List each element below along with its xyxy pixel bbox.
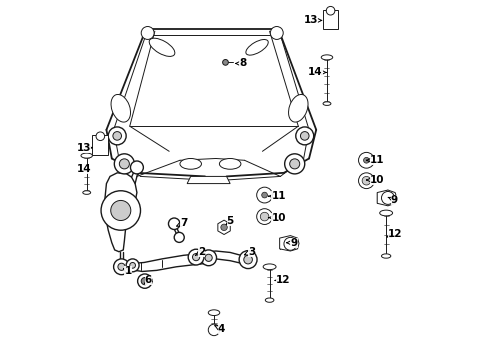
- Text: 2: 2: [195, 247, 204, 257]
- Circle shape: [260, 212, 268, 221]
- Ellipse shape: [111, 94, 130, 122]
- Text: 13: 13: [77, 143, 92, 153]
- Circle shape: [108, 127, 126, 145]
- Polygon shape: [104, 173, 137, 252]
- Ellipse shape: [180, 158, 201, 169]
- Circle shape: [168, 218, 180, 229]
- Polygon shape: [322, 10, 338, 30]
- Text: 4: 4: [214, 324, 224, 334]
- Circle shape: [96, 132, 104, 140]
- Polygon shape: [376, 190, 396, 206]
- Circle shape: [188, 249, 203, 265]
- Text: 11: 11: [268, 191, 285, 201]
- Ellipse shape: [288, 94, 307, 122]
- Circle shape: [137, 274, 152, 288]
- Ellipse shape: [82, 191, 90, 194]
- Circle shape: [222, 59, 228, 65]
- Ellipse shape: [379, 210, 392, 216]
- Text: 9: 9: [286, 238, 297, 248]
- Polygon shape: [92, 135, 108, 155]
- Text: 14: 14: [307, 67, 325, 77]
- Circle shape: [119, 159, 129, 169]
- Circle shape: [208, 324, 219, 336]
- Polygon shape: [130, 253, 210, 271]
- Circle shape: [141, 27, 154, 40]
- Circle shape: [201, 250, 216, 266]
- Circle shape: [126, 259, 139, 272]
- Circle shape: [244, 255, 252, 264]
- Circle shape: [141, 278, 148, 285]
- Text: 10: 10: [268, 213, 285, 222]
- Ellipse shape: [323, 102, 330, 105]
- Ellipse shape: [208, 310, 219, 316]
- Circle shape: [284, 154, 304, 174]
- Circle shape: [113, 132, 121, 140]
- Ellipse shape: [81, 153, 92, 158]
- Circle shape: [295, 127, 313, 145]
- Circle shape: [174, 232, 184, 242]
- Circle shape: [204, 254, 212, 261]
- Circle shape: [325, 6, 334, 15]
- Circle shape: [300, 132, 308, 140]
- Text: 12: 12: [275, 275, 289, 285]
- Ellipse shape: [321, 55, 332, 60]
- Text: 11: 11: [366, 155, 384, 165]
- Circle shape: [289, 159, 299, 169]
- Polygon shape: [187, 176, 230, 184]
- Ellipse shape: [149, 38, 175, 57]
- Circle shape: [113, 259, 129, 275]
- Ellipse shape: [263, 264, 276, 270]
- Ellipse shape: [265, 298, 273, 302]
- Circle shape: [381, 192, 394, 204]
- Circle shape: [284, 237, 296, 250]
- Circle shape: [363, 157, 368, 163]
- Circle shape: [192, 253, 199, 261]
- Circle shape: [129, 262, 135, 268]
- Circle shape: [358, 152, 373, 168]
- Text: 7: 7: [176, 218, 187, 228]
- Text: 9: 9: [387, 195, 397, 205]
- Text: 1: 1: [123, 266, 131, 276]
- Text: 10: 10: [366, 175, 384, 185]
- Text: 6: 6: [144, 275, 152, 285]
- Circle shape: [358, 173, 373, 189]
- Circle shape: [270, 27, 283, 40]
- Circle shape: [362, 176, 370, 185]
- Ellipse shape: [245, 40, 268, 55]
- Text: 12: 12: [386, 229, 402, 239]
- Circle shape: [130, 161, 143, 174]
- Text: 13: 13: [303, 15, 321, 26]
- Text: 8: 8: [235, 58, 246, 68]
- Polygon shape: [194, 251, 249, 264]
- Circle shape: [239, 251, 257, 269]
- Circle shape: [101, 191, 140, 230]
- Circle shape: [110, 201, 131, 221]
- Ellipse shape: [219, 158, 241, 169]
- Circle shape: [114, 154, 134, 174]
- Circle shape: [118, 263, 125, 270]
- Polygon shape: [217, 220, 230, 234]
- Ellipse shape: [381, 254, 390, 258]
- Circle shape: [256, 187, 272, 203]
- Polygon shape: [279, 235, 298, 251]
- Circle shape: [256, 209, 272, 225]
- Text: 14: 14: [77, 164, 91, 174]
- Text: 5: 5: [226, 216, 233, 226]
- Circle shape: [261, 192, 267, 198]
- Text: 3: 3: [244, 247, 255, 257]
- Circle shape: [221, 224, 227, 230]
